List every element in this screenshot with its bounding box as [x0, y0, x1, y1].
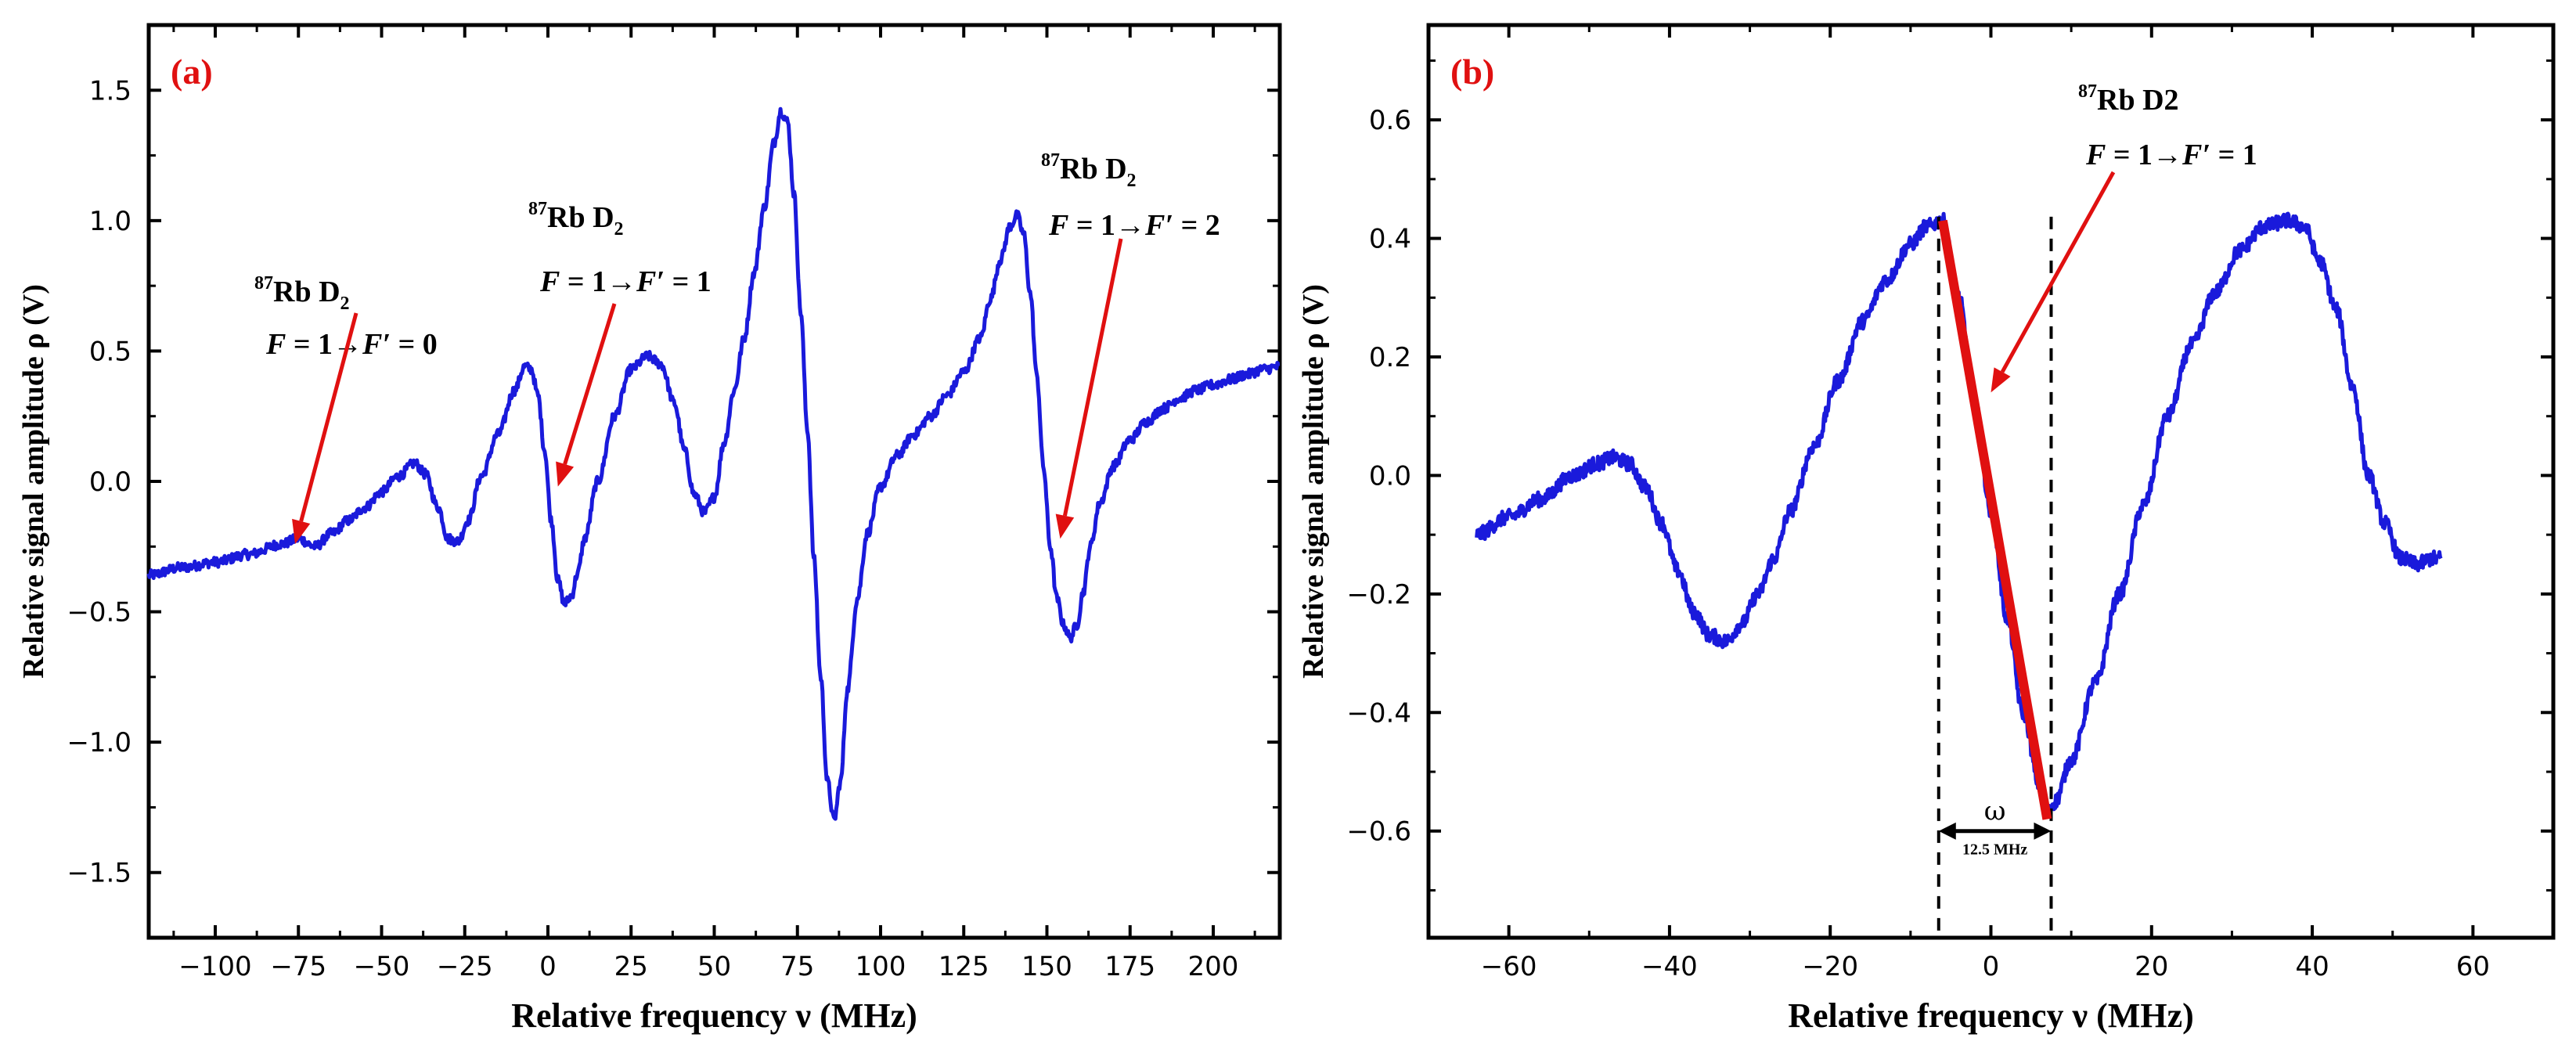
annotation-arrow — [299, 312, 358, 522]
x-axis-title: Relative frequency ν (MHz) — [511, 996, 917, 1035]
y-axis-title: Relative signal amplitude ρ (V) — [17, 284, 50, 679]
annotation-arrow — [563, 303, 617, 465]
x-tick-label: 25 — [614, 951, 648, 982]
x-tick-label: 0 — [1983, 951, 2000, 982]
x-tick-label: −100 — [178, 951, 251, 982]
y-tick-label: 0.4 — [1369, 224, 1411, 255]
x-tick-label: −60 — [1481, 951, 1537, 982]
y-tick-label: 0.0 — [1369, 460, 1411, 492]
x-tick-label: 75 — [780, 951, 814, 982]
panel-label: (b) — [1450, 52, 1494, 92]
y-tick-label: −1.5 — [67, 858, 132, 889]
y-tick-label: −0.6 — [1346, 816, 1411, 848]
x-tick-label: −75 — [270, 951, 326, 982]
annotation-arrow — [2000, 171, 2116, 373]
series-line — [146, 106, 1281, 821]
y-tick-label: 1.0 — [89, 206, 132, 237]
annotation: 87Rb D2 F = 1→F′ = 1 — [528, 199, 712, 487]
annotation: 87Rb D2 F = 1→F′ = 1 — [1991, 81, 2257, 393]
x-axis-title: Relative frequency ν (MHz) — [1788, 996, 2194, 1035]
y-tick-label: −1.0 — [67, 727, 132, 758]
annotation-transition: F = 1→F′ = 1 — [2085, 139, 2257, 171]
annotation-isotope: 87Rb D2 — [2078, 81, 2179, 117]
width-label: 12.5 MHz — [1962, 841, 2027, 859]
x-tick-label: −50 — [354, 951, 410, 982]
annotation-isotope: 87Rb D2 — [254, 273, 350, 314]
x-tick-label: −25 — [437, 951, 493, 982]
y-tick-label: −0.2 — [1346, 579, 1411, 611]
panel-a: −100 −75 −50 −25 0 25 50 75 100 125 150 175 200 −1.5 −… — [17, 23, 1282, 1035]
y-tick-label: 0.5 — [89, 336, 132, 367]
x-tick-label: 50 — [697, 951, 731, 982]
annotation-arrowhead — [1991, 367, 2011, 393]
fit-line — [1938, 219, 2052, 820]
y-tick-label: 0.0 — [89, 467, 132, 498]
x-tick-label: 40 — [2295, 951, 2329, 982]
annotation-transition: F = 1→F′ = 2 — [1048, 209, 1220, 242]
x-tick-label: 175 — [1104, 951, 1155, 982]
x-tick-label: 150 — [1021, 951, 1072, 982]
annotation: 87Rb D2 F = 1→F′ = 2 — [1041, 150, 1220, 539]
x-tick-label: 100 — [856, 951, 906, 982]
x-tick-label: 20 — [2135, 951, 2168, 982]
panel-label: (a) — [171, 52, 213, 92]
x-tick-label: −40 — [1641, 951, 1698, 982]
x-tick-label: 200 — [1188, 951, 1239, 982]
y-tick-label: 0.6 — [1369, 105, 1411, 136]
y-axis-title: Relative signal amplitude ρ (V) — [1297, 284, 1330, 679]
y-tick-label: 0.2 — [1369, 342, 1411, 373]
omega-symbol: ω — [1984, 796, 2006, 827]
annotation-isotope: 87Rb D2 — [528, 199, 624, 240]
annotation-arrow — [1062, 238, 1123, 517]
annotation-arrowhead — [1055, 513, 1075, 539]
annotation-arrowhead — [292, 518, 311, 544]
annotation-transition: F = 1→F′ = 1 — [539, 265, 712, 298]
y-tick-label: 1.5 — [89, 75, 132, 106]
annotation: 87Rb D2F = 1→F′ = 0 — [254, 273, 438, 544]
y-tick-label: −0.4 — [1346, 697, 1411, 729]
x-tick-label: −20 — [1802, 951, 1858, 982]
y-tick-label: −0.5 — [67, 597, 132, 629]
panel-b: −60 −40 −20 0 20 40 60 −0.6 −0.4 −0.2 0.0 0.2 0.4 0.6… — [1297, 23, 2556, 1035]
width-arrowhead-left — [1938, 822, 1956, 840]
x-tick-label: 125 — [939, 951, 989, 982]
width-arrowhead-right — [2034, 822, 2052, 840]
annotation-isotope: 87Rb D2 — [1041, 150, 1137, 191]
x-tick-label: 0 — [539, 951, 557, 982]
annotation-arrowhead — [556, 461, 575, 487]
x-tick-label: 60 — [2456, 951, 2490, 982]
